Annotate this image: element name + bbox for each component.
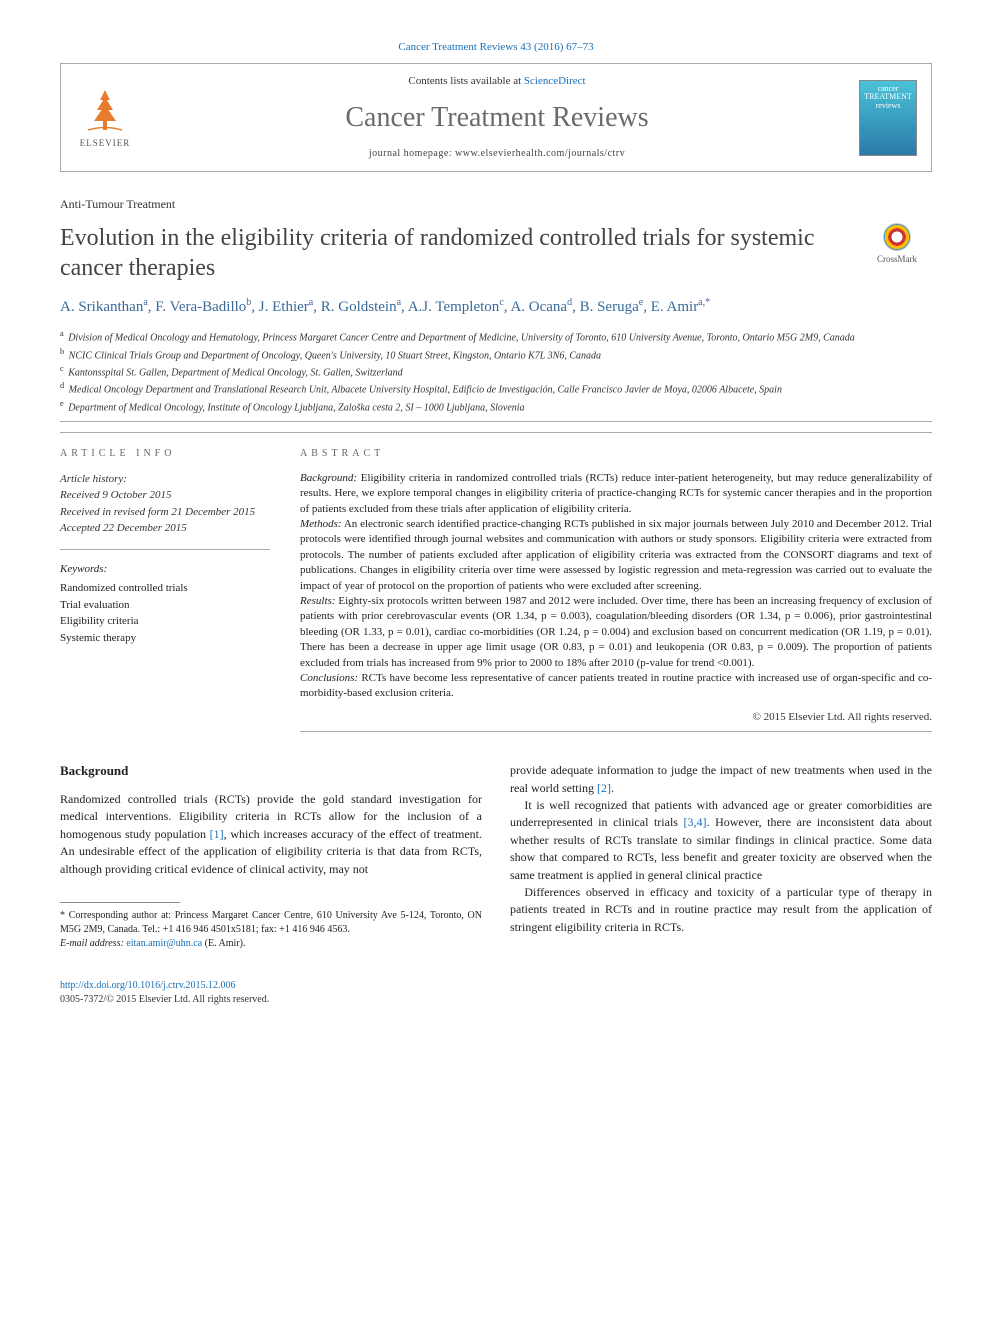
keywords-list: Randomized controlled trialsTrial evalua… bbox=[60, 580, 270, 646]
body-text: provide adequate information to judge th… bbox=[510, 763, 932, 794]
ref-link[interactable]: [1] bbox=[210, 827, 224, 841]
article-type: Anti-Tumour Treatment bbox=[60, 196, 932, 213]
doi-block: http://dx.doi.org/10.1016/j.ctrv.2015.12… bbox=[60, 979, 932, 1007]
article-info-label: ARTICLE INFO bbox=[60, 447, 270, 461]
history-line: Received in revised form 21 December 201… bbox=[60, 504, 270, 521]
crossmark-label: CrossMark bbox=[877, 253, 917, 266]
keyword: Trial evaluation bbox=[60, 597, 270, 614]
body-paragraph: Differences observed in efficacy and tox… bbox=[510, 884, 932, 936]
abs-background-text: Eligibility criteria in randomized contr… bbox=[300, 472, 932, 515]
affiliation-line: b NCIC Clinical Trials Group and Departm… bbox=[60, 346, 932, 363]
article-info-sidebar: ARTICLE INFO Article history: Received 9… bbox=[60, 432, 270, 732]
abs-background-label: Background: bbox=[300, 472, 357, 484]
affiliation-line: c Kantonsspital St. Gallen, Department o… bbox=[60, 363, 932, 380]
citation-text: Cancer Treatment Reviews 43 (2016) 67–73 bbox=[398, 41, 593, 53]
corresponding-author-text: * Corresponding author at: Princess Marg… bbox=[60, 909, 482, 937]
affiliations-list: a Division of Medical Oncology and Hemat… bbox=[60, 328, 932, 415]
body-paragraph: It is well recognized that patients with… bbox=[510, 797, 932, 884]
abstract-section: ABSTRACT Background: Eligibility criteri… bbox=[300, 432, 932, 732]
keyword: Systemic therapy bbox=[60, 630, 270, 647]
author-email-link[interactable]: eitan.amir@uhn.ca bbox=[126, 938, 202, 949]
abs-results-text: Eighty-six protocols written between 198… bbox=[300, 595, 932, 669]
abstract-copyright: © 2015 Elsevier Ltd. All rights reserved… bbox=[300, 710, 932, 725]
sciencedirect-link[interactable]: ScienceDirect bbox=[524, 75, 586, 87]
abs-methods-text: An electronic search identified practice… bbox=[300, 518, 932, 592]
email-owner: (E. Amir). bbox=[205, 938, 246, 949]
keyword: Eligibility criteria bbox=[60, 613, 270, 630]
cover-title: cancer TREATMENT reviews bbox=[862, 85, 914, 111]
abs-conclusions-label: Conclusions: bbox=[300, 672, 358, 684]
affiliation-line: a Division of Medical Oncology and Hemat… bbox=[60, 328, 932, 345]
info-divider bbox=[60, 549, 270, 550]
elsevier-logo[interactable]: ELSEVIER bbox=[75, 83, 135, 153]
abstract-bottom-rule bbox=[300, 731, 932, 732]
abs-methods-label: Methods: bbox=[300, 518, 342, 530]
doi-link[interactable]: http://dx.doi.org/10.1016/j.ctrv.2015.12… bbox=[60, 980, 236, 991]
abstract-label: ABSTRACT bbox=[300, 447, 932, 461]
elsevier-tree-icon bbox=[80, 85, 130, 135]
email-line: E-mail address: eitan.amir@uhn.ca (E. Am… bbox=[60, 937, 482, 951]
elsevier-logo-label: ELSEVIER bbox=[80, 137, 131, 150]
divider bbox=[60, 421, 932, 422]
journal-masthead: ELSEVIER Contents lists available at Sci… bbox=[60, 63, 932, 172]
crossmark-widget[interactable]: CrossMark bbox=[862, 223, 932, 266]
body-paragraph: provide adequate information to judge th… bbox=[510, 762, 932, 797]
ref-link[interactable]: [2] bbox=[597, 781, 611, 795]
affiliation-line: e Department of Medical Oncology, Instit… bbox=[60, 398, 932, 415]
crossmark-icon bbox=[883, 223, 911, 251]
history-heading: Article history: bbox=[60, 471, 270, 488]
footnote-separator bbox=[60, 902, 180, 903]
history-line: Accepted 22 December 2015 bbox=[60, 520, 270, 537]
journal-cover-thumbnail[interactable]: cancer TREATMENT reviews bbox=[859, 80, 917, 156]
abs-results-label: Results: bbox=[300, 595, 335, 607]
contents-prefix: Contents lists available at bbox=[408, 75, 523, 87]
contents-available-line: Contents lists available at ScienceDirec… bbox=[149, 74, 845, 89]
keywords-heading: Keywords: bbox=[60, 562, 270, 577]
journal-name: Cancer Treatment Reviews bbox=[149, 98, 845, 137]
citation-line: Cancer Treatment Reviews 43 (2016) 67–73 bbox=[60, 40, 932, 55]
history-line: Received 9 October 2015 bbox=[60, 487, 270, 504]
masthead-center: Contents lists available at ScienceDirec… bbox=[149, 74, 845, 161]
abstract-body: Background: Eligibility criteria in rand… bbox=[300, 471, 932, 702]
journal-homepage[interactable]: journal homepage: www.elsevierhealth.com… bbox=[149, 147, 845, 161]
ref-link[interactable]: [3,4] bbox=[684, 815, 707, 829]
corresponding-author-block: * Corresponding author at: Princess Marg… bbox=[60, 909, 482, 951]
authors-list: A. Srikanthana, F. Vera-Badillob, J. Eth… bbox=[60, 295, 932, 319]
issn-copyright: 0305-7372/© 2015 Elsevier Ltd. All right… bbox=[60, 994, 269, 1005]
article-body: Background Randomized controlled trials … bbox=[60, 762, 932, 951]
keyword: Randomized controlled trials bbox=[60, 580, 270, 597]
body-text: . bbox=[611, 781, 614, 795]
background-heading: Background bbox=[60, 762, 482, 781]
article-title: Evolution in the eligibility criteria of… bbox=[60, 223, 850, 283]
email-label: E-mail address: bbox=[60, 938, 124, 949]
affiliation-line: d Medical Oncology Department and Transl… bbox=[60, 380, 932, 397]
body-paragraph: Randomized controlled trials (RCTs) prov… bbox=[60, 791, 482, 878]
article-history: Article history: Received 9 October 2015… bbox=[60, 471, 270, 537]
abs-conclusions-text: RCTs have become less representative of … bbox=[300, 672, 932, 699]
